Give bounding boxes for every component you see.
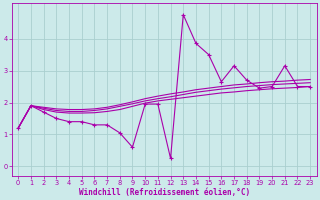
X-axis label: Windchill (Refroidissement éolien,°C): Windchill (Refroidissement éolien,°C) xyxy=(79,188,250,197)
